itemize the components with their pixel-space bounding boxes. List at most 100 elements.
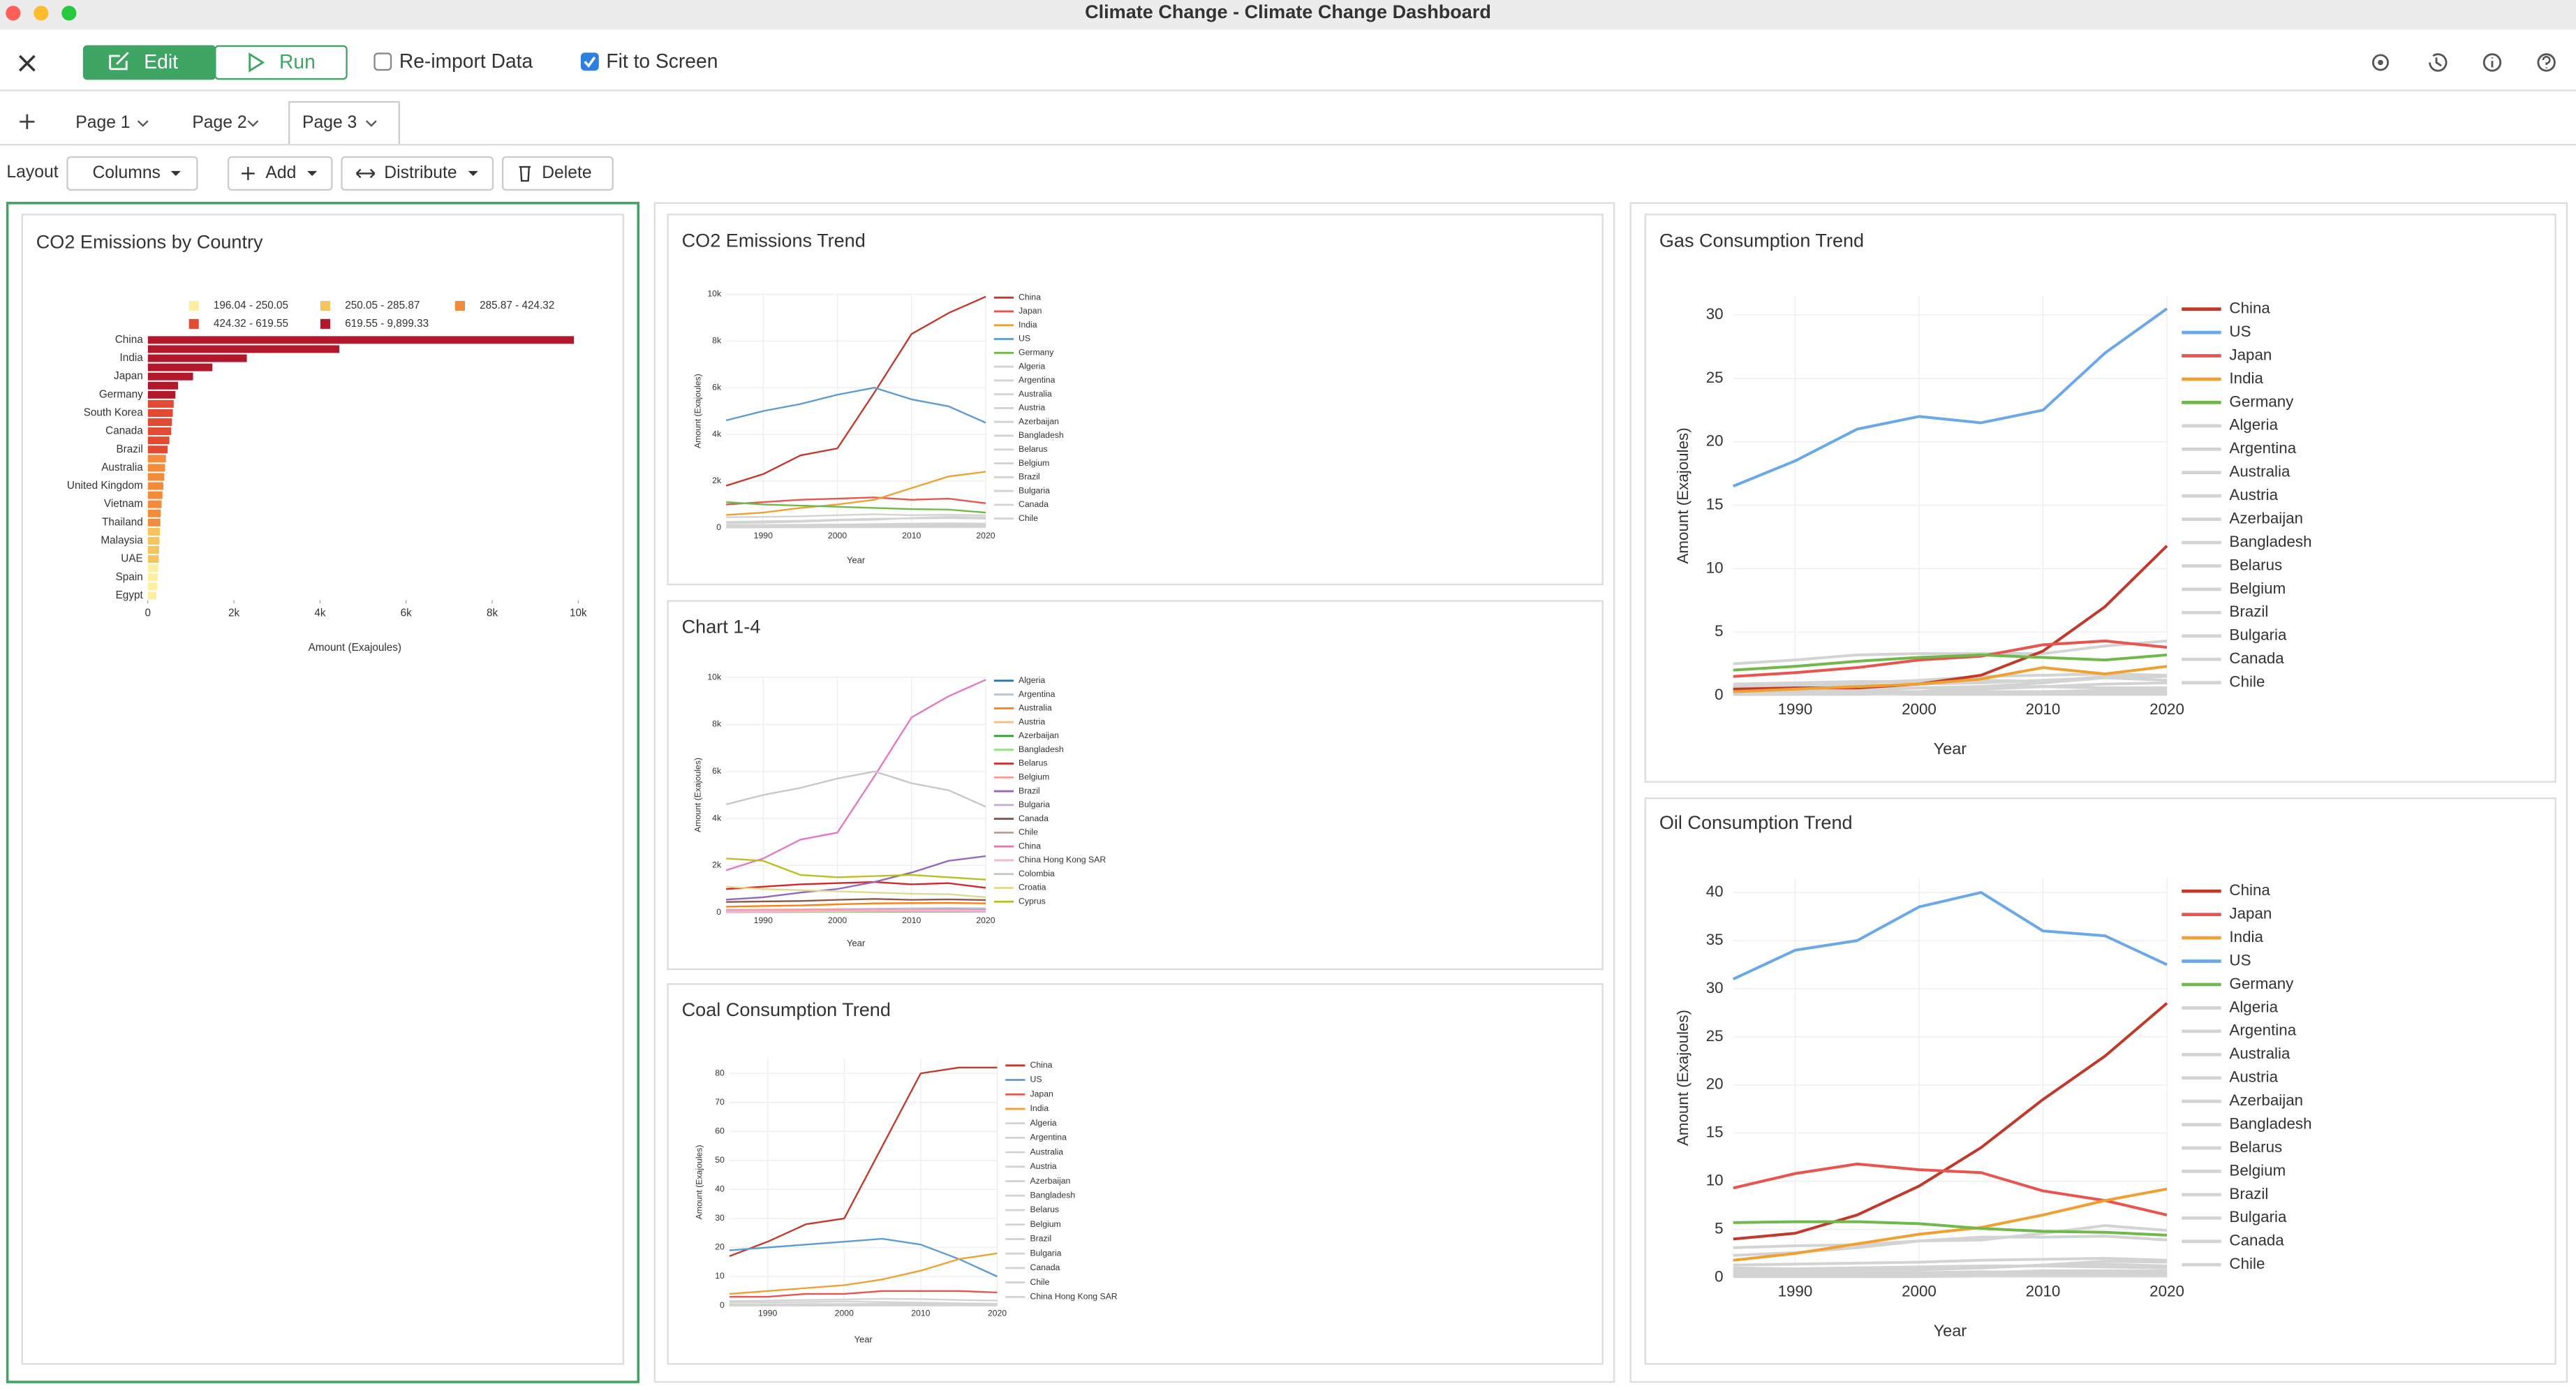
legend-item[interactable]: Germany [2182,975,2294,992]
legend-item[interactable]: Canada [2182,1232,2284,1249]
legend-item[interactable]: Bulgaria [2182,626,2287,644]
legend-item[interactable]: Belarus [2182,556,2282,573]
legend-item[interactable]: Japan [2182,346,2272,363]
legend-item[interactable]: Belarus [993,444,1048,454]
legend-item[interactable]: US [1005,1075,1042,1084]
legend-item[interactable]: Algeria [2182,416,2279,434]
legend-item[interactable]: US [993,334,1030,344]
legend-item[interactable]: Azerbaijan [2182,1091,2303,1109]
zoom-window[interactable] [61,6,77,21]
legend-item[interactable]: Australia [993,389,1052,399]
legend-item[interactable]: Germany [993,348,1054,358]
page-tab[interactable]: Page 3 [288,101,401,145]
legend-item[interactable]: Austria [993,716,1046,726]
chart-card[interactable] [1644,214,2556,783]
legend-item[interactable]: India [2182,369,2263,387]
history-icon[interactable] [2429,53,2448,72]
legend-item[interactable]: Argentina [993,375,1056,385]
legend-item[interactable]: Azerbaijan [993,730,1059,740]
legend-item[interactable]: Bulgaria [1005,1248,1062,1258]
legend-item[interactable]: Canada [993,499,1049,509]
help-icon[interactable] [2537,53,2556,72]
chart-card[interactable] [1644,797,2556,1365]
minimize-window[interactable] [34,6,49,21]
legend-item[interactable]: Austria [1005,1161,1057,1171]
legend-item[interactable]: Japan [993,306,1042,316]
legend-item[interactable]: Azerbaijan [1005,1176,1071,1186]
chart-card[interactable] [667,600,1604,971]
chart-card[interactable] [21,214,625,1365]
legend-item[interactable]: Chile [2182,1255,2265,1272]
legend-item[interactable]: Austria [2182,1068,2279,1086]
legend-item[interactable]: China Hong Kong SAR [993,855,1106,864]
legend-item[interactable]: Japan [2182,905,2272,922]
legend-item[interactable]: India [1005,1103,1049,1113]
legend-item[interactable]: Bangladesh [2182,533,2312,550]
legend-item[interactable]: India [2182,928,2263,945]
legend-item[interactable]: Argentina [1005,1133,1067,1142]
legend-item[interactable]: Colombia [993,869,1055,878]
legend-item[interactable]: Australia [993,703,1052,713]
legend-item[interactable]: China [2182,881,2270,899]
legend-item[interactable]: Brazil [993,472,1040,482]
fit-checkbox[interactable] [580,52,599,71]
legend-item[interactable]: Croatia [993,883,1046,892]
run-button[interactable]: Run [214,45,348,80]
distribute-dropdown[interactable]: Distribute [341,156,494,191]
legend-item[interactable]: Bulgaria [993,485,1050,495]
page-tab[interactable]: Page 2 [192,113,259,132]
legend-item[interactable]: Algeria [993,675,1046,685]
legend-item[interactable]: Brazil [993,786,1040,795]
chart-card[interactable] [667,983,1604,1365]
legend-item[interactable]: Bulgaria [2182,1208,2287,1226]
page-tab[interactable]: Page 1 [75,113,149,132]
legend-item[interactable]: Germany [2182,392,2294,410]
legend-item[interactable]: Bangladesh [2182,1114,2312,1132]
add-dropdown[interactable]: Add [227,156,333,191]
legend-item[interactable]: Bangladesh [993,744,1064,754]
legend-item[interactable]: Japan [1005,1089,1053,1098]
legend-item[interactable]: Cyprus [993,897,1046,906]
delete-button[interactable]: Delete [501,156,614,191]
legend-item[interactable]: Chile [2182,673,2265,691]
legend-item[interactable]: Argentina [2182,1022,2297,1039]
reimport-checkbox[interactable] [373,52,392,71]
legend-item[interactable]: Chile [1005,1277,1050,1287]
legend-item[interactable]: Argentina [2182,439,2297,457]
add-page[interactable] [20,114,35,129]
legend-item[interactable]: Austria [2182,486,2279,503]
info-icon[interactable] [2482,53,2502,72]
legend-item[interactable]: Brazil [1005,1234,1051,1244]
legend-item[interactable]: Australia [2182,1045,2290,1062]
legend-item[interactable]: Belarus [993,758,1048,768]
legend-item[interactable]: US [2182,323,2251,340]
legend-item[interactable]: Bangladesh [993,430,1064,440]
chart-card[interactable] [667,214,1604,586]
legend-item[interactable]: Belgium [993,458,1049,468]
legend-item[interactable]: Azerbaijan [993,416,1059,426]
close-icon[interactable] [18,54,36,72]
legend-item[interactable]: Belgium [2182,580,2286,597]
legend-item[interactable]: Brazil [2182,603,2268,620]
legend-item[interactable]: Canada [2182,649,2284,667]
close-window[interactable] [6,6,21,21]
legend-item[interactable]: Australia [2182,463,2290,480]
legend-item[interactable]: Australia [1005,1147,1063,1156]
legend-item[interactable]: Argentina [993,689,1056,699]
legend-item[interactable]: Chile [993,513,1038,523]
legend-item[interactable]: US [2182,951,2251,969]
edit-button[interactable]: Edit [82,45,216,80]
legend-item[interactable]: China Hong Kong SAR [1005,1292,1118,1302]
legend-item[interactable]: Algeria [2182,998,2279,1015]
legend-item[interactable]: Belarus [2182,1138,2282,1156]
legend-item[interactable]: Austria [993,403,1046,413]
columns-dropdown[interactable]: Columns [66,156,198,191]
legend-item[interactable]: China [1005,1060,1053,1070]
legend-item[interactable]: Belarus [1005,1205,1059,1214]
legend-item[interactable]: Belgium [1005,1219,1061,1229]
settings-icon[interactable] [2371,54,2389,71]
legend-item[interactable]: Belgium [2182,1161,2286,1179]
legend-item[interactable]: Belgium [993,772,1049,781]
legend-item[interactable]: Algeria [993,361,1046,371]
legend-item[interactable]: Chile [993,827,1038,837]
